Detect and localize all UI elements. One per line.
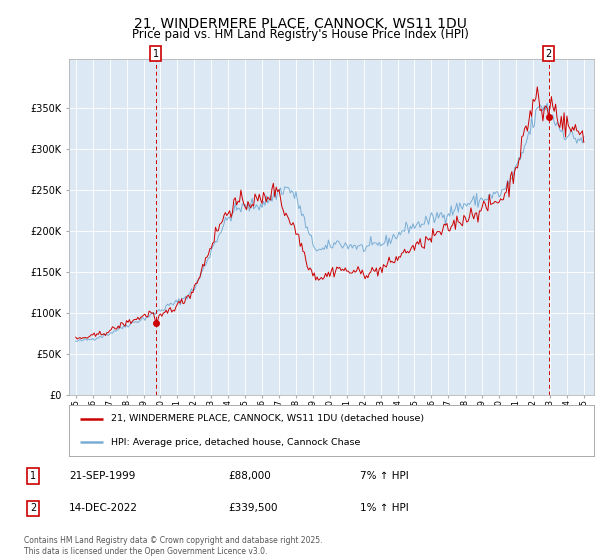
Text: Contains HM Land Registry data © Crown copyright and database right 2025.
This d: Contains HM Land Registry data © Crown c… <box>24 536 323 556</box>
Text: Price paid vs. HM Land Registry's House Price Index (HPI): Price paid vs. HM Land Registry's House … <box>131 28 469 41</box>
Text: 21, WINDERMERE PLACE, CANNOCK, WS11 1DU (detached house): 21, WINDERMERE PLACE, CANNOCK, WS11 1DU … <box>111 414 424 423</box>
Text: 7% ↑ HPI: 7% ↑ HPI <box>360 471 409 481</box>
Text: 2: 2 <box>30 503 36 514</box>
Text: 1% ↑ HPI: 1% ↑ HPI <box>360 503 409 514</box>
Text: £339,500: £339,500 <box>228 503 277 514</box>
Text: £88,000: £88,000 <box>228 471 271 481</box>
Text: 21-SEP-1999: 21-SEP-1999 <box>69 471 136 481</box>
Text: 21, WINDERMERE PLACE, CANNOCK, WS11 1DU: 21, WINDERMERE PLACE, CANNOCK, WS11 1DU <box>134 17 466 31</box>
Text: 14-DEC-2022: 14-DEC-2022 <box>69 503 138 514</box>
Text: HPI: Average price, detached house, Cannock Chase: HPI: Average price, detached house, Cann… <box>111 438 361 447</box>
Text: 2: 2 <box>545 49 551 59</box>
Text: 1: 1 <box>30 471 36 481</box>
Text: 1: 1 <box>152 49 159 59</box>
